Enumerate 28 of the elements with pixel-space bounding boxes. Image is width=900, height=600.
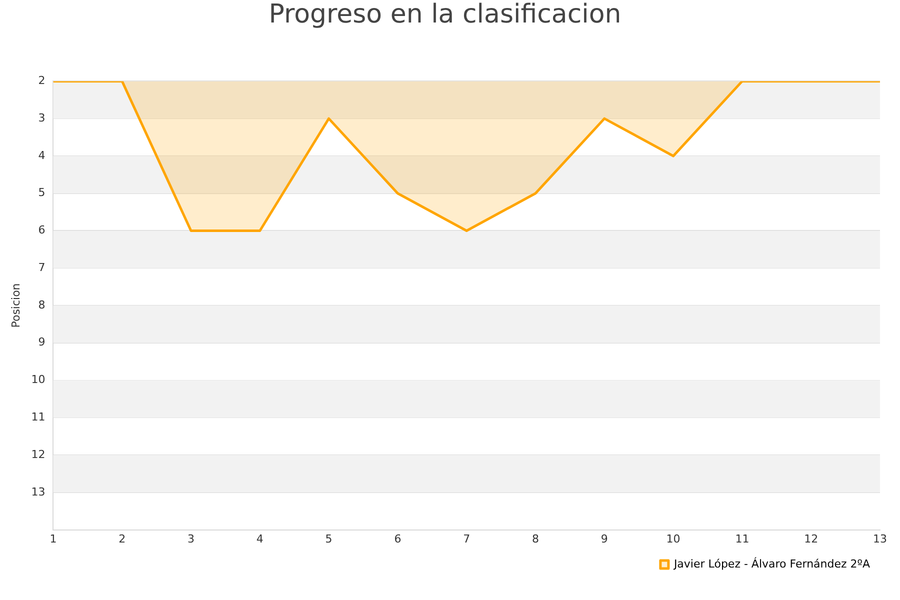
x-tick-label: 2: [118, 532, 126, 546]
y-tick-label: 9: [38, 336, 46, 349]
x-tick-label: 8: [532, 532, 539, 546]
y-tick-label: 11: [31, 410, 46, 424]
x-tick-label: 12: [804, 532, 818, 546]
legend-label: Javier López - Álvaro Fernández 2ºA: [672, 556, 870, 570]
x-tick-label: 10: [666, 532, 680, 546]
x-tick-label: 3: [188, 532, 194, 546]
x-tick-label: 11: [735, 532, 750, 546]
x-tick-label: 1: [50, 532, 57, 546]
x-tick-label: 4: [256, 532, 264, 546]
y-tick-label: 12: [31, 448, 46, 461]
x-tick-label: 9: [600, 532, 608, 546]
y-tick-label: 5: [38, 186, 46, 200]
y-tick-label: 4: [38, 148, 46, 162]
x-tick-label: 6: [394, 532, 402, 546]
y-tick-label: 2: [38, 74, 46, 88]
x-tick-label: 13: [873, 532, 887, 546]
y-tick-label: 13: [31, 485, 46, 498]
y-axis-title: Posicion: [9, 283, 22, 328]
x-tick-label: 7: [463, 532, 470, 546]
y-tick-label: 7: [38, 260, 46, 274]
y-tick-label: 10: [31, 373, 46, 386]
y-tick-label: 6: [38, 224, 46, 237]
y-tick-label: 8: [38, 298, 46, 312]
y-tick-label: 3: [38, 111, 46, 124]
x-tick-label: 5: [325, 532, 332, 546]
chart-title: Progreso en la clasificacion: [268, 0, 622, 30]
